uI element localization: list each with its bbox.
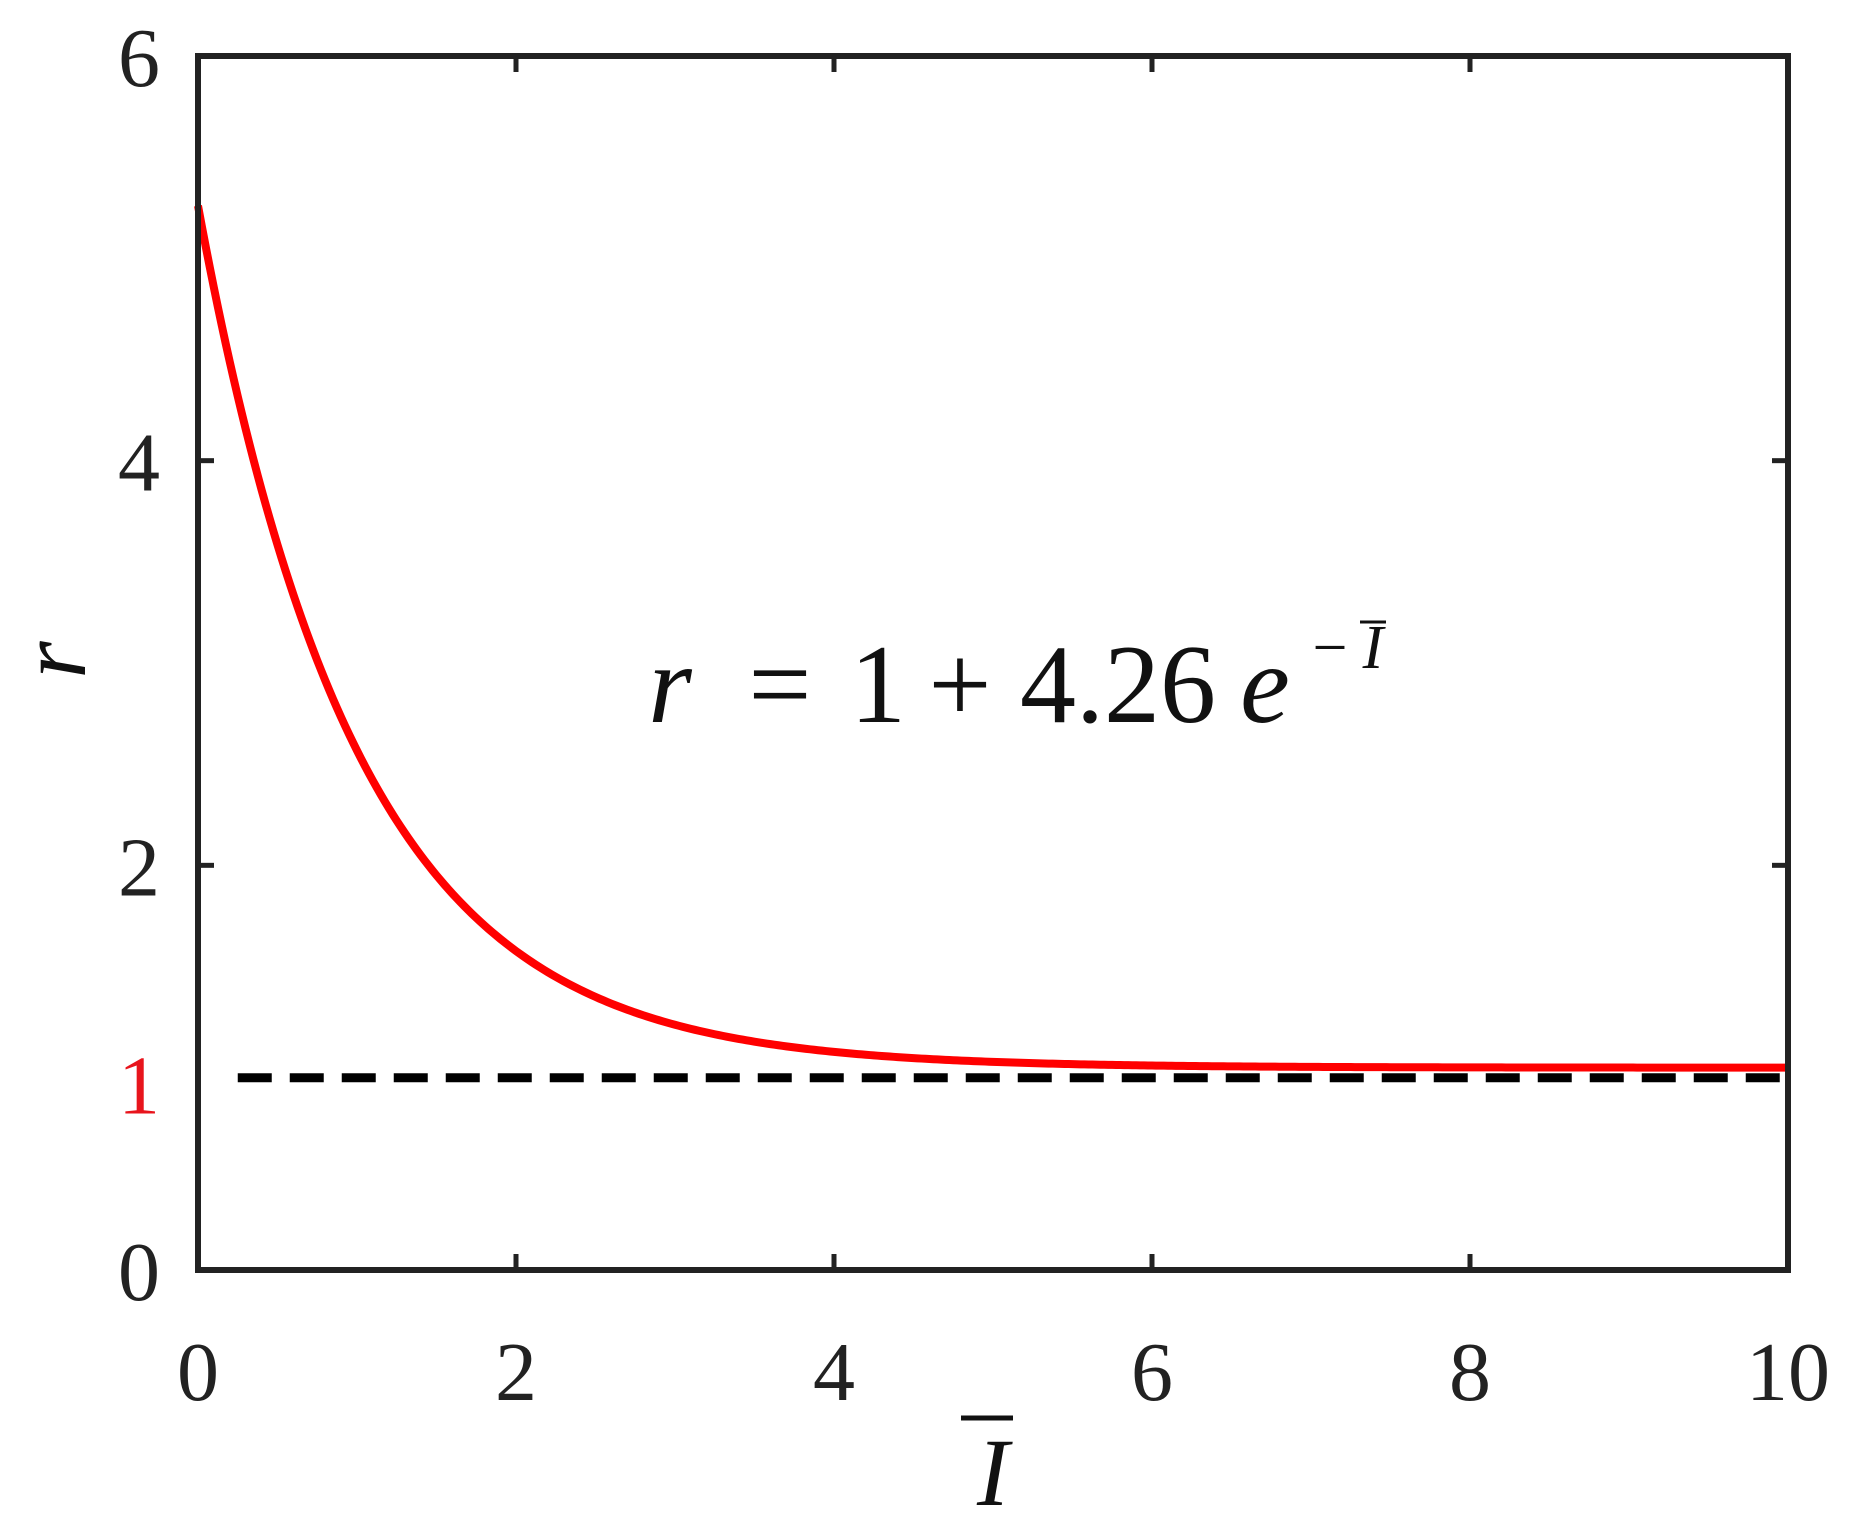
y-tick-label: 2 <box>118 821 160 914</box>
formula-annotation: r = 1 + 4.26 e − I <box>648 614 1386 747</box>
formula-base: e <box>1240 623 1290 747</box>
formula-one: 1 <box>850 623 906 747</box>
x-tick-label: 6 <box>1131 1326 1173 1419</box>
x-tick-label: 0 <box>177 1326 219 1419</box>
x-tick-label: 10 <box>1746 1326 1830 1419</box>
y-tick-label-highlight: 1 <box>118 1040 160 1133</box>
formula-equals: = <box>748 623 811 747</box>
y-tick-label: 4 <box>118 417 160 510</box>
plot-frame <box>195 53 1791 1273</box>
x-axis-label: I <box>976 1419 1013 1526</box>
x-tick-label: 2 <box>495 1326 537 1419</box>
formula-plus: + <box>928 623 991 747</box>
y-tick-label: 0 <box>118 1226 160 1319</box>
ticks-layer <box>195 53 1791 1273</box>
formula-coefficient: 4.26 <box>1020 623 1216 747</box>
y-tick-label: 6 <box>118 12 160 105</box>
x-tick-label: 8 <box>1449 1326 1491 1419</box>
x-tick-label: 4 <box>813 1326 855 1419</box>
tick-labels: 0 2 4 6 8 10 0 2 4 6 1 <box>118 12 1830 1419</box>
formula-lhs: r <box>648 623 692 747</box>
series-layer <box>194 204 1789 1083</box>
y-axis-label: r <box>0 641 106 679</box>
formula-exponent-sign: − <box>1313 614 1348 682</box>
formula-exponent-var: I <box>1362 614 1387 682</box>
series-line-exponential <box>194 204 1789 1072</box>
